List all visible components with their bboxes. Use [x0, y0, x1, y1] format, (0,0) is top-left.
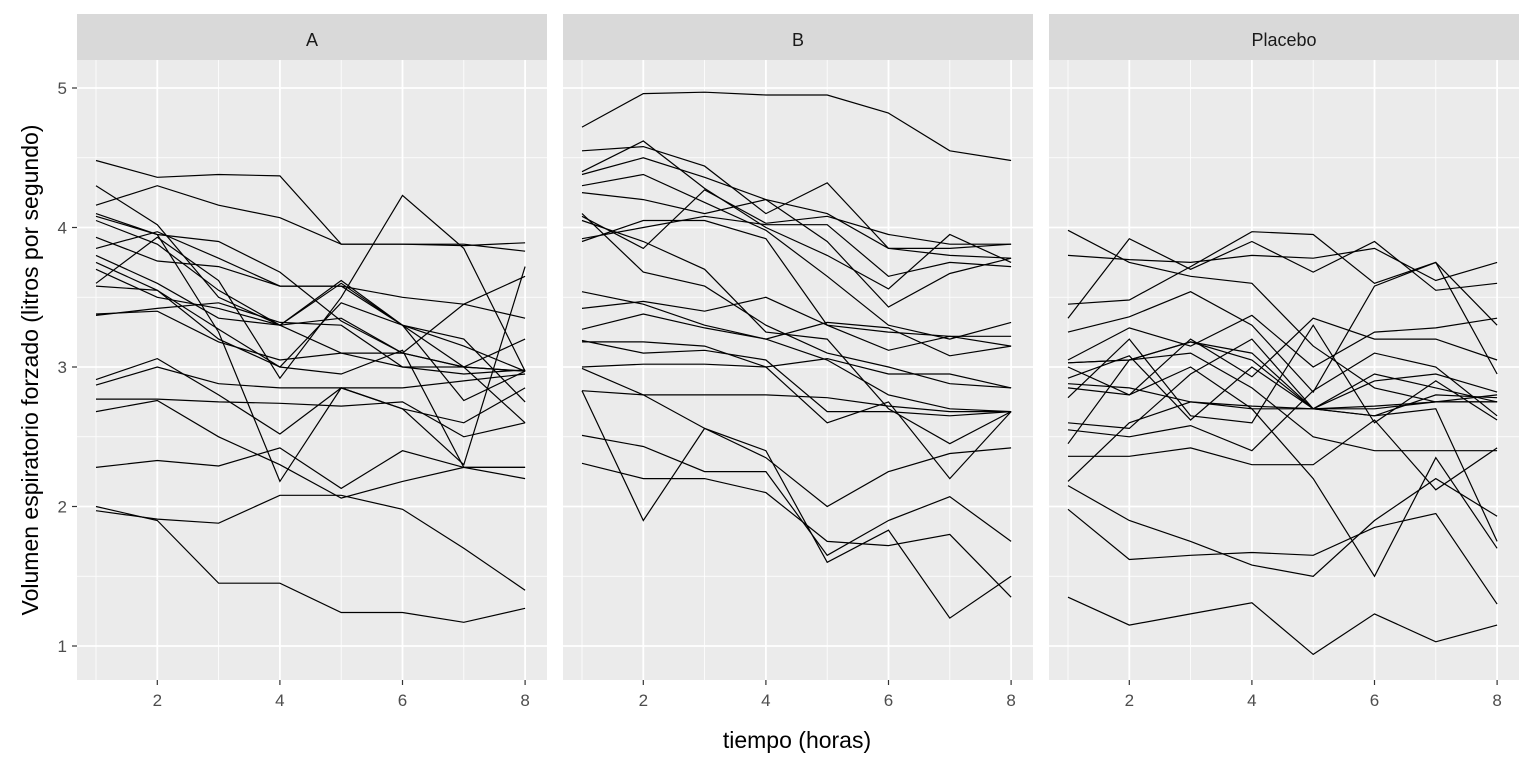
series-line — [96, 398, 526, 438]
series-line — [581, 363, 1012, 480]
series-line — [1067, 596, 1498, 656]
x-tick-label: 4 — [1247, 691, 1256, 710]
series-line — [581, 219, 1012, 351]
x-tick-label: 2 — [639, 691, 648, 710]
series-line — [581, 313, 1012, 357]
series-line — [581, 434, 1012, 557]
series-line — [95, 302, 526, 368]
series-line — [95, 399, 526, 499]
y-tick-label: 3 — [58, 358, 67, 377]
series-line — [581, 339, 1012, 417]
series-line — [581, 390, 1012, 413]
x-tick-label: 8 — [1492, 691, 1501, 710]
series-line — [95, 254, 526, 424]
series-line — [1067, 314, 1498, 368]
series-line — [95, 185, 526, 375]
series-line — [1067, 229, 1498, 403]
panel-background — [77, 60, 547, 680]
facet-strip — [563, 14, 1033, 60]
series-line — [95, 366, 526, 424]
series-line — [581, 157, 1012, 259]
series-line — [582, 341, 1012, 389]
facet-strip-label: A — [306, 30, 318, 50]
series-line — [95, 268, 526, 402]
x-tick-label: 2 — [1125, 691, 1134, 710]
x-tick-label: 4 — [275, 691, 284, 710]
x-tick-label: 6 — [884, 691, 893, 710]
series-line — [1067, 341, 1498, 542]
series-line — [1067, 261, 1498, 394]
x-axis-title: tiempo (horas) — [723, 727, 871, 753]
series-line — [581, 192, 1012, 308]
facet-strip — [77, 14, 547, 60]
series-line — [1067, 237, 1498, 319]
series-line — [581, 213, 1012, 389]
series-line — [581, 189, 1012, 250]
facet-panel-placebo: Placebo 2 4 6 8 — [1049, 14, 1519, 710]
series-line — [1067, 366, 1498, 410]
y-axis-title: Volumen espiratorio forzado (litros por … — [17, 125, 43, 616]
series-line — [95, 194, 526, 380]
series-line — [581, 462, 1012, 598]
series-line — [581, 173, 1012, 340]
series-line — [581, 291, 1012, 413]
series-line — [581, 215, 1012, 277]
facet-strip — [1049, 14, 1519, 60]
series-line — [581, 219, 1012, 445]
series-line — [581, 145, 1012, 249]
y-tick-label: 1 — [58, 637, 67, 656]
panel-background — [563, 60, 1033, 680]
facet-strip-label: Placebo — [1251, 30, 1316, 50]
series-line — [95, 447, 526, 490]
series-line — [95, 357, 526, 435]
series-line — [1067, 352, 1498, 452]
series-line — [1067, 317, 1498, 396]
facet-panel-a: A 2 4 6 8 — [77, 14, 547, 710]
series-line — [581, 140, 1012, 290]
series-line — [95, 231, 526, 372]
series-line — [95, 261, 526, 403]
series-line — [581, 91, 1012, 162]
series-line — [95, 159, 526, 252]
series-line — [95, 505, 526, 623]
x-tick-label: 8 — [520, 691, 529, 710]
x-tick-label: 4 — [761, 691, 770, 710]
series-line — [95, 285, 526, 468]
series-line — [581, 367, 1012, 508]
series-line — [581, 390, 1012, 619]
y-tick-label: 4 — [58, 219, 67, 238]
x-tick-label: 6 — [1370, 691, 1379, 710]
x-tick-label: 2 — [153, 691, 162, 710]
series-line — [581, 296, 1012, 347]
panel-background — [1049, 60, 1519, 680]
series-line — [1067, 401, 1498, 578]
series-line — [95, 275, 526, 361]
x-tick-label: 6 — [398, 691, 407, 710]
facet-panel-b: B 2 4 6 8 — [563, 14, 1033, 710]
series-line — [95, 185, 526, 247]
series-line — [95, 213, 526, 483]
series-line — [1067, 477, 1498, 577]
series-line — [1067, 508, 1498, 605]
y-tick-label: 2 — [58, 498, 67, 517]
series-line — [1067, 352, 1498, 452]
series-line — [95, 494, 526, 591]
x-tick-label: 8 — [1006, 691, 1015, 710]
y-tick-label: 5 — [58, 79, 67, 98]
facet-strip-label: B — [792, 30, 804, 50]
